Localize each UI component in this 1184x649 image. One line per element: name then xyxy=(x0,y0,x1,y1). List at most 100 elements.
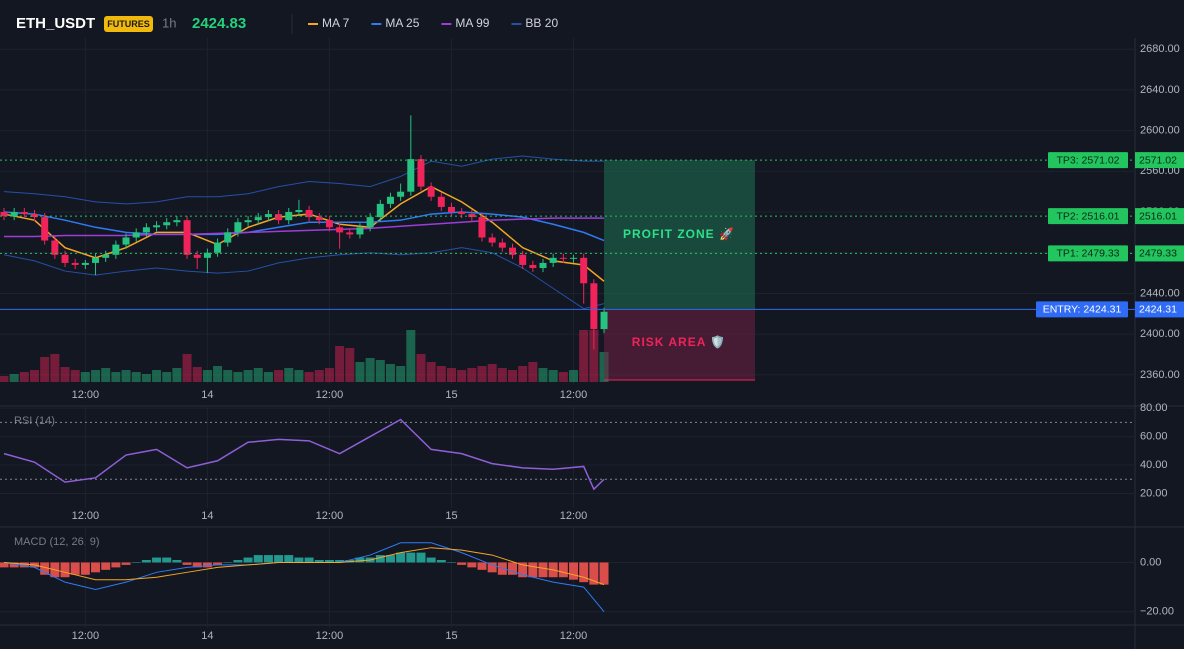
level-tag xyxy=(1048,245,1128,262)
candle-body xyxy=(61,254,69,263)
symbol: ETH_USDT xyxy=(16,15,95,32)
volume-bar xyxy=(192,367,202,382)
histogram-bar xyxy=(162,557,172,563)
x-tick-label: 12:00 xyxy=(560,510,588,522)
candle-body xyxy=(559,257,567,259)
histogram-bar xyxy=(355,557,365,563)
x-tick-label: 12:00 xyxy=(316,389,344,401)
histogram-bar xyxy=(111,562,121,568)
candle-body xyxy=(366,217,374,228)
level-tag xyxy=(1036,301,1128,318)
volume-bar xyxy=(50,354,60,382)
candle-body xyxy=(264,214,272,218)
y-tick-label: 80.00 xyxy=(1140,402,1168,414)
candle-body xyxy=(173,220,181,223)
y-tick-label: 0.00 xyxy=(1140,556,1161,568)
volume-bar xyxy=(477,366,487,382)
histogram-bar xyxy=(589,562,599,585)
histogram-bar xyxy=(324,560,334,563)
candle-body xyxy=(478,217,486,238)
volume-bar xyxy=(172,368,182,382)
x-tick-label: 14 xyxy=(201,510,213,522)
histogram-bar xyxy=(202,562,212,568)
volume-bar xyxy=(589,330,599,382)
histogram-bar xyxy=(467,562,477,568)
y-tick-label: 2680.00 xyxy=(1140,43,1180,55)
volume-bar xyxy=(579,330,589,382)
axis-tag xyxy=(1135,245,1184,262)
histogram-bar xyxy=(91,562,101,573)
rsi-title: RSI (14) xyxy=(14,415,55,427)
histogram-bar xyxy=(243,557,253,563)
level-tag-label: TP1: 2479.33 xyxy=(1056,248,1119,260)
volume-bar xyxy=(70,370,80,382)
volume-bar xyxy=(30,370,40,382)
candle-body xyxy=(193,254,201,258)
candle-body xyxy=(498,242,506,248)
candle-body xyxy=(295,210,303,213)
volume-bar xyxy=(467,368,477,382)
volume-bar xyxy=(518,366,528,382)
x-tick-label: 12:00 xyxy=(72,510,100,522)
volume-bar xyxy=(101,368,111,382)
histogram-bar xyxy=(396,552,406,563)
volume-bar xyxy=(152,370,162,382)
volume-bar xyxy=(416,354,426,382)
histogram-bar xyxy=(213,562,223,565)
candle-body xyxy=(224,232,232,243)
volume-bar xyxy=(121,370,131,382)
x-tick-label: 15 xyxy=(445,389,457,401)
legend-label: MA 7 xyxy=(322,16,350,30)
candle-body xyxy=(458,212,466,215)
candle-body xyxy=(285,212,293,221)
axis-tag-label: 2479.33 xyxy=(1139,248,1177,260)
volume-bar xyxy=(314,370,324,382)
level-tag xyxy=(1048,152,1128,169)
candle-body xyxy=(427,186,435,197)
candle-body xyxy=(397,191,405,197)
histogram-bar xyxy=(426,557,436,563)
candle-body xyxy=(122,237,130,245)
candle-body xyxy=(325,220,333,228)
candle-body xyxy=(305,210,313,218)
candle-body xyxy=(580,257,588,284)
bb-lower xyxy=(3,247,605,310)
axis-tag-label: 2516.01 xyxy=(1139,210,1177,222)
axis-tag-label: 2571.02 xyxy=(1139,154,1177,166)
candle-body xyxy=(163,222,171,226)
y-tick-label: 2400.00 xyxy=(1140,328,1180,340)
histogram-bar xyxy=(70,562,80,575)
level-tag-label: TP3: 2571.02 xyxy=(1056,154,1119,166)
histogram-bar xyxy=(172,560,182,563)
level-tag-label: ENTRY: 2424.31 xyxy=(1043,304,1122,316)
candle-body xyxy=(386,196,394,204)
y-tick-label: 20.00 xyxy=(1140,487,1168,499)
histogram-bar xyxy=(385,555,395,563)
histogram-bar xyxy=(284,555,294,563)
volume-bar xyxy=(406,330,416,382)
x-tick-label: 14 xyxy=(201,630,213,642)
volume-bar xyxy=(213,366,223,382)
candle-body xyxy=(417,159,425,187)
histogram-bar xyxy=(304,557,314,563)
histogram-bar xyxy=(335,560,345,563)
macd-title: MACD (12, 26, 9) xyxy=(14,536,100,548)
volume-bar xyxy=(131,372,141,382)
moving-average xyxy=(4,217,605,238)
y-tick-label: 60.00 xyxy=(1140,430,1168,442)
volume-bar xyxy=(304,372,314,382)
badge: FUTURES xyxy=(107,19,150,29)
candle-body xyxy=(244,220,252,223)
histogram-bar xyxy=(569,562,579,580)
histogram-bar xyxy=(223,562,233,563)
volume-bar xyxy=(497,368,507,382)
candle-body xyxy=(92,257,100,263)
volume-bar xyxy=(375,360,385,382)
histogram-bar xyxy=(101,562,111,570)
candle-body xyxy=(183,220,191,255)
volume-bar xyxy=(528,362,538,382)
moving-average xyxy=(3,211,605,242)
y-tick-label: 2640.00 xyxy=(1140,84,1180,96)
candle-body xyxy=(203,252,211,258)
